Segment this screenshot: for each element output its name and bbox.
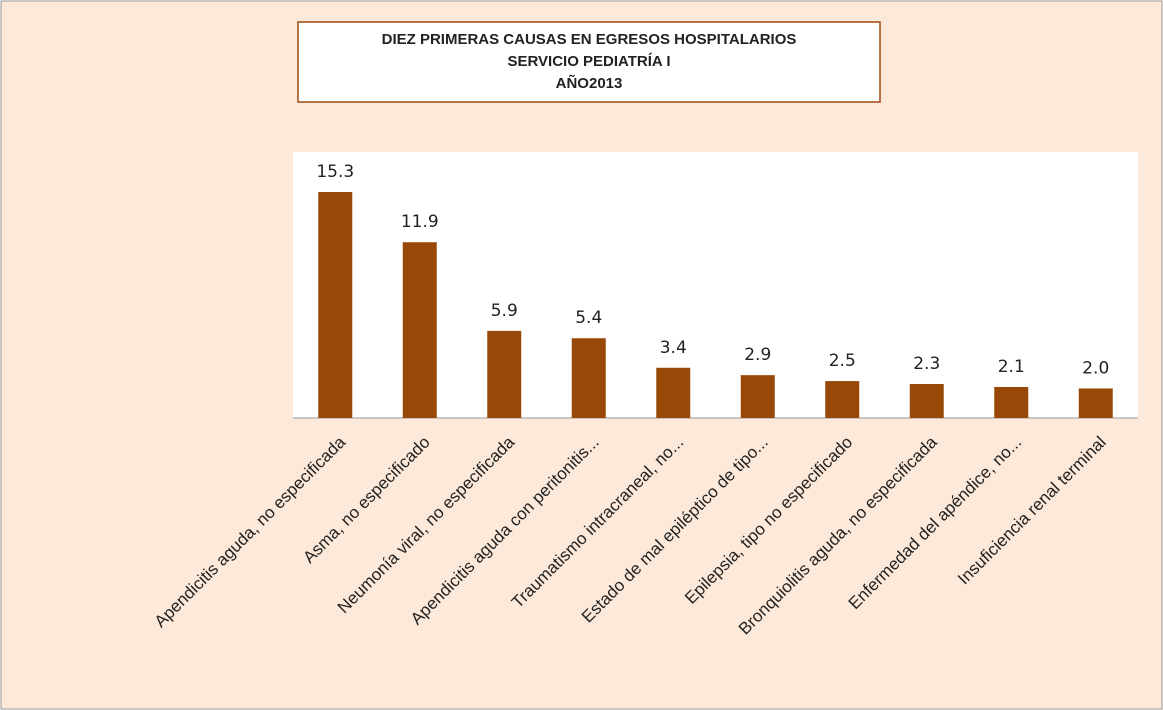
title-box: [297, 21, 881, 103]
data-label: 15.3: [316, 162, 354, 182]
data-label: 5.4: [575, 308, 602, 328]
chart-title: AÑO2013: [556, 74, 623, 92]
chart-title: DIEZ PRIMERAS CAUSAS EN EGRESOS HOSPITAL…: [382, 31, 797, 48]
data-label: 2.3: [913, 354, 940, 374]
bar: [402, 242, 437, 418]
bar: [571, 338, 606, 418]
bar: [825, 381, 860, 418]
data-label: 2.0: [1082, 358, 1109, 378]
bar: [740, 375, 775, 418]
data-label: 5.9: [491, 301, 518, 321]
data-label: 2.5: [829, 351, 856, 371]
bar: [487, 330, 522, 418]
bar: [1078, 388, 1113, 418]
bar: [909, 384, 944, 418]
data-label: 2.1: [998, 357, 1025, 377]
bar: [656, 367, 691, 418]
data-label: 3.4: [660, 338, 687, 358]
bar: [318, 192, 353, 418]
data-label: 11.9: [401, 212, 439, 232]
bar: [994, 386, 1029, 418]
chart-title: SERVICIO PEDIATRÍA I: [507, 53, 670, 70]
data-label: 2.9: [744, 345, 771, 365]
